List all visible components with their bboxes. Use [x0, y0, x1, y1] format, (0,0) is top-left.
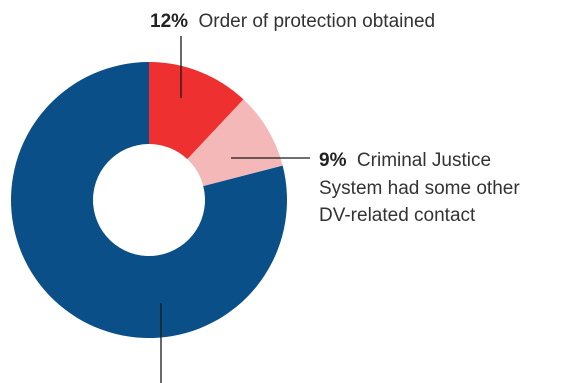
label-order-protection: 12% Order of protection obtained — [150, 11, 435, 32]
label-criminal-justice: 9% Criminal Justice System had some othe… — [319, 150, 524, 226]
label-criminal-justice-pct: 9% — [319, 150, 347, 171]
label-criminal-justice-line2: System had some other — [319, 178, 520, 199]
slices-group — [11, 62, 287, 338]
label-criminal-justice-line3: DV-related contact — [319, 205, 476, 226]
label-criminal-justice-line1: Criminal Justice — [357, 150, 491, 171]
label-order-protection-text: Order of protection obtained — [198, 11, 435, 32]
label-order-protection-pct: 12% — [150, 11, 188, 32]
